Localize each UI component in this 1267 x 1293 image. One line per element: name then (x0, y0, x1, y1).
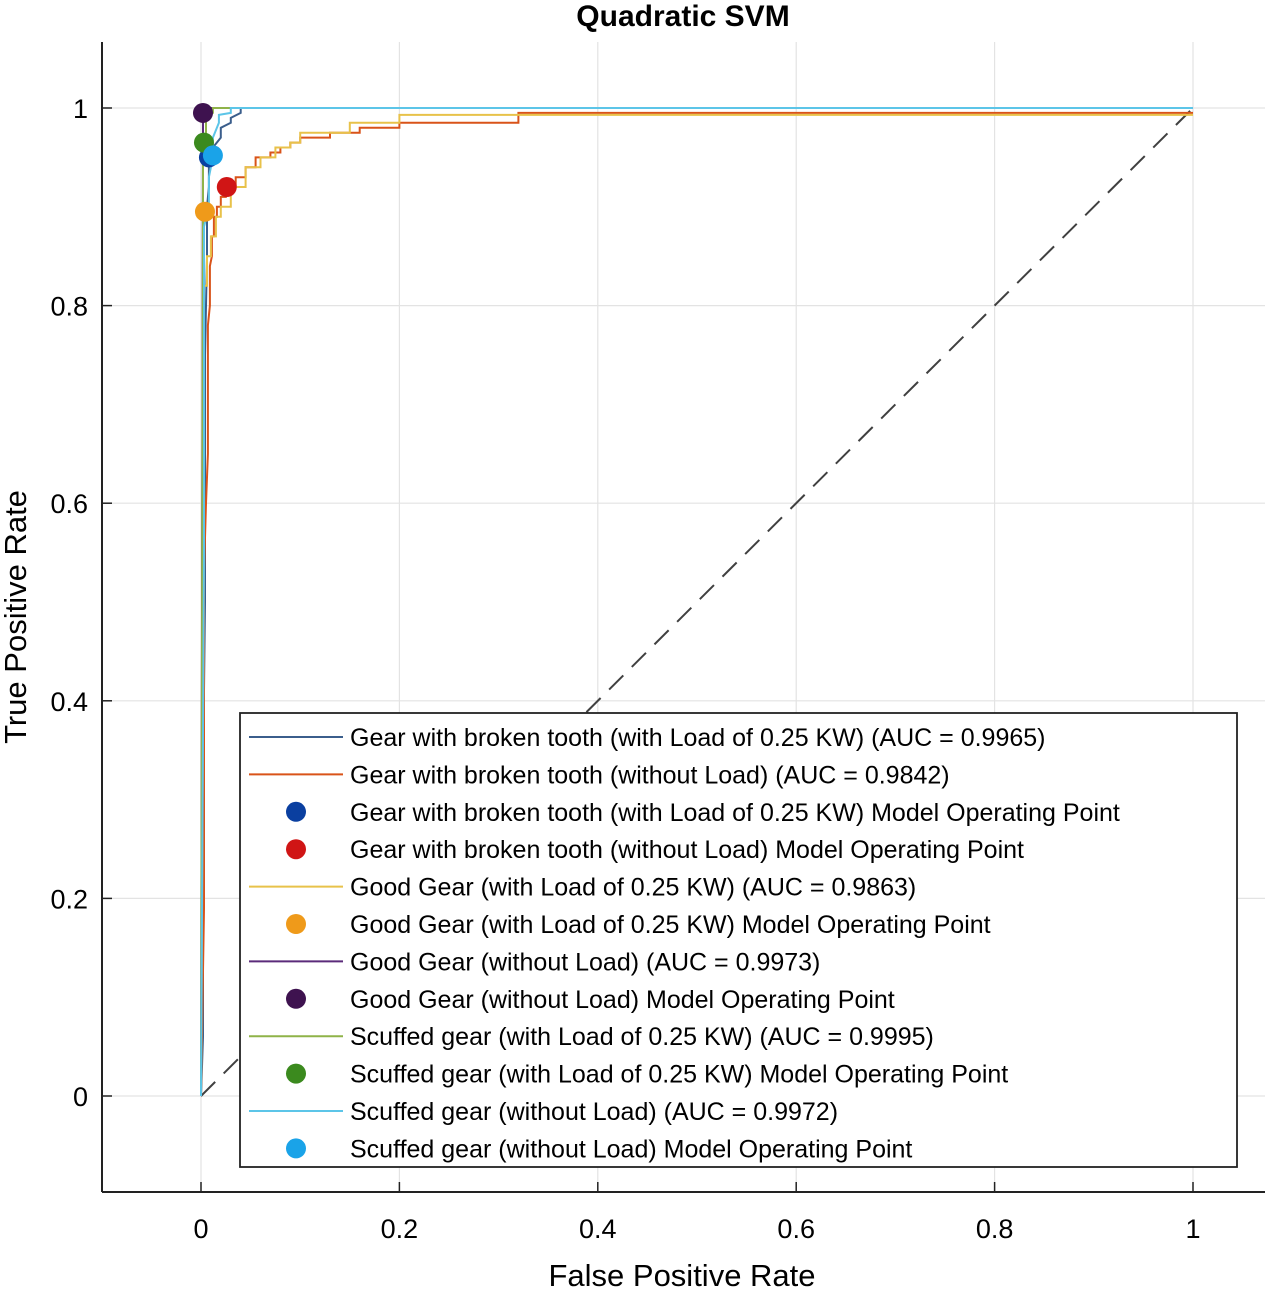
legend-entry-label: Good Gear (without Load) Model Operating… (350, 986, 895, 1014)
legend-entry-label: Scuffed gear (with Load of 0.25 KW) (AUC… (350, 1023, 934, 1051)
y-axis-label: True Positive Rate (0, 490, 33, 744)
legend-entry-label: Good Gear (with Load of 0.25 KW) Model O… (350, 911, 991, 939)
legend-entry-label: Good Gear (without Load) (AUC = 0.9973) (350, 948, 820, 976)
x-tick-label: 0.4 (579, 1214, 617, 1244)
legend-entry-label: Scuffed gear (with Load of 0.25 KW) Mode… (350, 1061, 1008, 1089)
tick-labels: 0 0.2 0.4 0.6 0.8 1 0 0.2 0.4 0.6 0.8 1 (50, 94, 1200, 1244)
legend-marker-swatch (286, 801, 306, 822)
operating-point-marker (192, 102, 213, 123)
y-tick-label: 0.4 (50, 687, 88, 717)
roc-curves (200, 107, 1193, 1097)
legend-entry-label: Gear with broken tooth (with Load of 0.2… (350, 799, 1120, 827)
y-tick-label: 0.6 (50, 489, 88, 519)
y-tick-label: 0.8 (50, 292, 88, 322)
legend-entry-label: Scuffed gear (without Load) Model Operat… (350, 1135, 912, 1163)
legend-entry-label: Scuffed gear (without Load) (AUC = 0.997… (350, 1098, 838, 1126)
roc-curve-line (200, 107, 1193, 1097)
operating-points (192, 102, 237, 222)
legend: Gear with broken tooth (with Load of 0.2… (239, 712, 1238, 1168)
operating-point-marker (194, 201, 215, 222)
legend-marker-swatch (286, 988, 306, 1009)
x-tick-label: 0 (193, 1214, 208, 1244)
legend-entry-label: Gear with broken tooth (with Load of 0.2… (350, 724, 1045, 752)
legend-entry-label: Good Gear (with Load of 0.25 KW) (AUC = … (350, 874, 916, 902)
roc-curve-line (200, 113, 1193, 1097)
x-tick-label: 0.2 (381, 1214, 419, 1244)
x-tick-label: 1 (1185, 1214, 1200, 1244)
legend-entry-label: Gear with broken tooth (without Load) Mo… (350, 836, 1024, 864)
axes (101, 42, 1265, 1193)
legend-marker-swatch (286, 914, 306, 934)
legend-marker-swatch (286, 1138, 306, 1159)
chart-title: Quadratic SVM (576, 0, 789, 33)
operating-point-marker (202, 145, 223, 166)
y-tick-label: 0 (73, 1082, 88, 1112)
x-tick-label: 0.8 (976, 1214, 1014, 1244)
x-axis-label: False Positive Rate (548, 1258, 815, 1293)
operating-point-marker (216, 177, 237, 198)
legend-marker-swatch (286, 839, 306, 860)
x-tick-label: 0.6 (777, 1214, 815, 1244)
y-tick-label: 1 (73, 94, 88, 124)
legend-entry-label: Gear with broken tooth (without Load) (A… (350, 761, 950, 789)
legend-marker-swatch (286, 1063, 306, 1084)
legend-box (239, 712, 1238, 1168)
y-tick-label: 0.2 (50, 884, 88, 914)
